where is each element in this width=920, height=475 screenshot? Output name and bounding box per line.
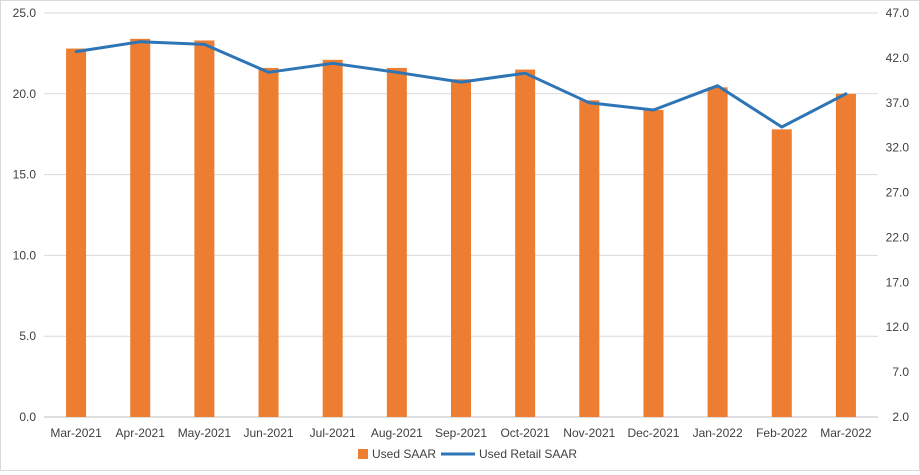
legend-label-used-saar: Used SAAR	[372, 447, 436, 461]
bar	[451, 79, 471, 418]
bar	[258, 67, 279, 417]
x-axis-tick-label: Aug-2021	[371, 426, 423, 440]
bar	[579, 100, 600, 417]
right-axis-tick-label: 32.0	[886, 141, 910, 155]
right-axis-tick-label: 22.0	[886, 230, 910, 244]
x-axis-tick-label: Dec-2021	[627, 426, 679, 440]
right-axis-tick-label: 7.0	[892, 365, 909, 379]
x-axis-tick-label: Feb-2022	[756, 426, 808, 440]
left-axis-tick-label: 20.0	[13, 87, 37, 101]
left-axis-ticks: 0.0 5.0 10.0 15.0 20.0 25.0	[13, 6, 37, 424]
x-axis-tick-label: May-2021	[178, 426, 232, 440]
left-axis-tick-label: 10.0	[13, 248, 37, 262]
right-axis-tick-label: 47.0	[886, 6, 910, 20]
bar	[194, 40, 215, 418]
left-axis-tick-label: 5.0	[19, 329, 36, 343]
x-axis-tick-label: Jul-2021	[310, 426, 356, 440]
line-series-used-retail-saar	[74, 40, 848, 129]
right-axis-ticks: 2.0 7.0 12.0 17.0 22.0 27.0 32.0 37.0 42.0 47.0	[886, 6, 910, 424]
bar	[643, 109, 664, 418]
bar	[322, 59, 343, 417]
right-axis-tick-label: 17.0	[886, 275, 910, 289]
right-axis-tick-label: 2.0	[892, 410, 909, 424]
x-axis-tick-label: Jun-2021	[244, 426, 294, 440]
bar	[707, 87, 728, 417]
x-axis-tick-label: Nov-2021	[563, 426, 615, 440]
left-axis-tick-label: 25.0	[13, 6, 37, 20]
x-axis-tick-label: Sep-2021	[435, 426, 487, 440]
right-axis-tick-label: 27.0	[886, 186, 910, 200]
x-axis-tick-label: Jan-2022	[693, 426, 743, 440]
bar	[66, 48, 87, 417]
bar	[835, 93, 856, 418]
x-axis-tick-label: Mar-2021	[50, 426, 102, 440]
x-axis-tick-label: Mar-2022	[820, 426, 872, 440]
bar	[130, 38, 151, 418]
left-axis-tick-label: 0.0	[19, 410, 36, 424]
legend-swatch-used-saar	[358, 449, 368, 459]
left-axis-tick-label: 15.0	[13, 168, 37, 182]
bar	[515, 69, 536, 417]
bar	[386, 67, 407, 417]
x-axis-tick-label: Apr-2021	[116, 426, 166, 440]
right-axis-tick-label: 12.0	[886, 320, 910, 334]
bar-series-used-saar	[66, 38, 856, 418]
x-axis-tick-label: Oct-2021	[500, 426, 550, 440]
bar	[771, 129, 792, 418]
right-axis-tick-label: 37.0	[886, 96, 910, 110]
legend-label-used-retail-saar: Used Retail SAAR	[479, 447, 577, 461]
series-line	[74, 40, 848, 129]
legend: Used SAAR Used Retail SAAR	[358, 447, 577, 461]
x-axis-ticks: Mar-2021 Apr-2021 May-2021 Jun-2021 Jul-2021…	[50, 426, 872, 440]
right-axis-tick-label: 42.0	[886, 51, 910, 65]
